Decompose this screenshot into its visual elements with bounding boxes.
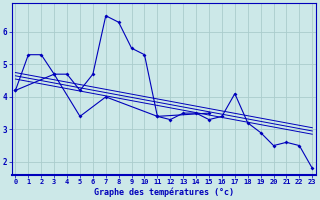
X-axis label: Graphe des températures (°c): Graphe des températures (°c)	[94, 188, 234, 197]
